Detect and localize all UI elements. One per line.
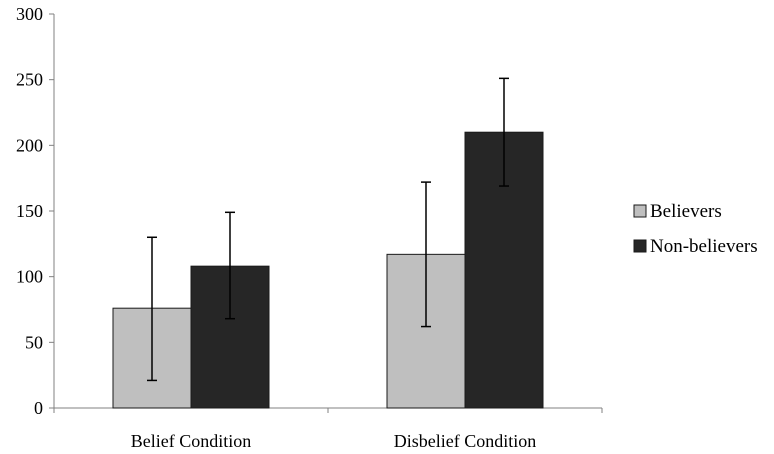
legend-swatch — [633, 239, 647, 253]
x-axis: Belief Condition Disbelief Condition — [53, 407, 603, 451]
y-tick-label: 200 — [16, 135, 43, 155]
y-tick-label: 50 — [25, 332, 43, 352]
y-tick-label: 150 — [16, 201, 43, 221]
bars — [112, 131, 544, 409]
y-tick-label: 100 — [16, 267, 43, 287]
legend-label: Believers — [650, 201, 722, 222]
legend-label: Non-believers — [650, 236, 758, 257]
legend: Believers Non-believers — [633, 201, 758, 257]
x-category-label: Disbelief Condition — [394, 431, 537, 451]
y-tick-label: 250 — [16, 70, 43, 90]
legend-swatch — [633, 204, 647, 218]
y-tick-label: 0 — [34, 398, 43, 418]
y-tick-label: 300 — [16, 4, 43, 24]
x-category-label: Belief Condition — [131, 431, 252, 451]
error-bars — [147, 77, 509, 382]
y-axis: 0 50 100 150 200 250 300 — [16, 4, 55, 418]
